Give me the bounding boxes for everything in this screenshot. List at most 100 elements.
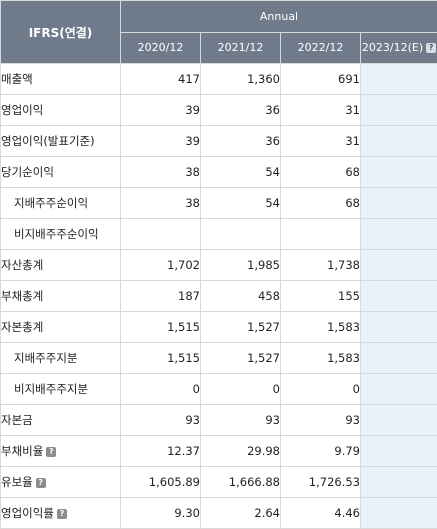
estimate-cell	[361, 64, 437, 95]
help-icon[interactable]: ?	[46, 447, 56, 457]
year-header: 2022/12	[281, 32, 361, 64]
row-label-cell: 영업이익	[1, 95, 121, 126]
value-cell: 54	[201, 188, 281, 219]
estimate-cell	[361, 157, 437, 188]
row-label-cell: 자본총계	[1, 312, 121, 343]
corner-header: IFRS(연결)	[1, 1, 121, 64]
estimate-cell	[361, 343, 437, 374]
value-cell: 12.37	[121, 436, 201, 467]
row-label: 영업이익	[1, 103, 43, 117]
value-cell: 93	[121, 405, 201, 436]
row-label-cell: 부채총계	[1, 281, 121, 312]
value-cell: 9.30	[121, 498, 201, 529]
row-label-cell: 영업이익률?	[1, 498, 121, 529]
value-cell: 1,605.89	[121, 467, 201, 498]
row-label-cell: 자본금	[1, 405, 121, 436]
value-cell: 0	[281, 374, 361, 405]
value-cell: 187	[121, 281, 201, 312]
row-label: 부채비율	[1, 444, 43, 458]
estimate-cell	[361, 126, 437, 157]
value-cell: 93	[201, 405, 281, 436]
help-icon[interactable]: ?	[426, 43, 436, 53]
row-label-cell: 비지배주주순이익	[1, 219, 121, 250]
row-label-cell: 비지배주주지분	[1, 374, 121, 405]
value-cell: 9.79	[281, 436, 361, 467]
value-cell: 68	[281, 157, 361, 188]
value-cell: 93	[281, 405, 361, 436]
row-label-cell: 당기순이익	[1, 157, 121, 188]
year-label: 2022/12	[298, 41, 344, 54]
help-icon[interactable]: ?	[57, 509, 67, 519]
value-cell	[201, 219, 281, 250]
value-cell: 38	[121, 188, 201, 219]
value-cell: 1,583	[281, 312, 361, 343]
value-cell: 31	[281, 126, 361, 157]
row-label: 매출액	[1, 72, 33, 86]
value-cell: 54	[201, 157, 281, 188]
table-row: 비지배주주순이익	[1, 219, 437, 250]
value-cell: 1,527	[201, 312, 281, 343]
value-cell: 1,738	[281, 250, 361, 281]
value-cell: 1,515	[121, 312, 201, 343]
estimate-cell	[361, 95, 437, 126]
row-label: 유보율	[1, 475, 33, 489]
value-cell: 31	[281, 95, 361, 126]
annual-group-header: Annual	[121, 1, 437, 33]
value-cell: 1,666.88	[201, 467, 281, 498]
value-cell: 39	[121, 95, 201, 126]
value-cell: 1,360	[201, 64, 281, 95]
year-header: 2020/12	[121, 32, 201, 64]
value-cell: 36	[201, 126, 281, 157]
year-header: 2021/12	[201, 32, 281, 64]
estimate-cell	[361, 219, 437, 250]
row-label: 자산총계	[1, 258, 43, 272]
value-cell: 1,726.53	[281, 467, 361, 498]
value-cell: 417	[121, 64, 201, 95]
row-label: 비지배주주순이익	[14, 227, 99, 241]
value-cell: 2.64	[201, 498, 281, 529]
header-row-group: IFRS(연결) Annual	[1, 1, 437, 33]
estimate-cell	[361, 281, 437, 312]
value-cell: 458	[201, 281, 281, 312]
value-cell	[121, 219, 201, 250]
row-label-cell: 영업이익(발표기준)	[1, 126, 121, 157]
value-cell	[281, 219, 361, 250]
value-cell: 4.46	[281, 498, 361, 529]
value-cell: 38	[121, 157, 201, 188]
value-cell: 0	[201, 374, 281, 405]
estimate-cell	[361, 467, 437, 498]
row-label-cell: 지배주주지분	[1, 343, 121, 374]
value-cell: 1,515	[121, 343, 201, 374]
value-cell: 1,702	[121, 250, 201, 281]
value-cell: 36	[201, 95, 281, 126]
value-cell: 1,583	[281, 343, 361, 374]
estimate-cell	[361, 498, 437, 529]
help-icon[interactable]: ?	[36, 478, 46, 488]
estimate-cell	[361, 374, 437, 405]
row-label: 자본총계	[1, 320, 43, 334]
estimate-cell	[361, 250, 437, 281]
value-cell: 0	[121, 374, 201, 405]
value-cell: 29.98	[201, 436, 281, 467]
value-cell: 68	[281, 188, 361, 219]
row-label: 비지배주주지분	[14, 382, 88, 396]
row-label: 영업이익률	[1, 506, 54, 520]
row-label-cell: 매출액	[1, 64, 121, 95]
estimate-cell	[361, 188, 437, 219]
estimate-cell	[361, 312, 437, 343]
row-label-cell: 지배주주순이익	[1, 188, 121, 219]
year-header: 2023/12(E)?	[361, 32, 437, 64]
